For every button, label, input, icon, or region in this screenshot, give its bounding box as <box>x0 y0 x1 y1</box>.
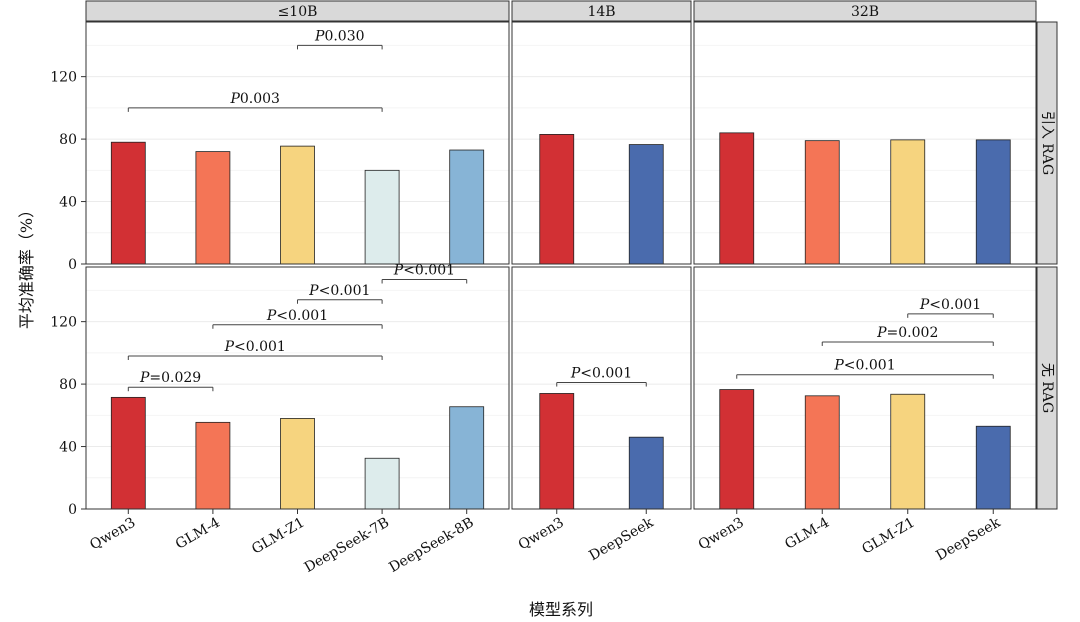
x-tick-label: GLM-4 <box>173 515 223 553</box>
significance-label: P<0.001 <box>308 283 370 299</box>
significance-label: P<0.001 <box>266 308 328 324</box>
significance-label: P<0.001 <box>570 366 632 382</box>
significance-label: P<0.001 <box>833 358 895 374</box>
panel-background <box>512 22 691 264</box>
panel-border <box>693 266 1037 510</box>
y-tick-label: 0 <box>68 257 77 273</box>
y-tick-label: 40 <box>59 440 77 456</box>
bar <box>719 389 755 510</box>
column-strip <box>511 0 692 22</box>
y-tick-label: 120 <box>50 70 77 86</box>
x-tick-label: DeepSeek-8B <box>386 515 476 576</box>
significance-label: P=0.029 <box>139 370 201 386</box>
x-tick-label: Qwen3 <box>516 515 567 554</box>
y-tick-label: 40 <box>59 195 77 211</box>
bar <box>449 149 485 265</box>
column-strip-label: 32B <box>851 4 879 20</box>
panel-border <box>693 21 1037 265</box>
y-tick-label: 0 <box>68 502 77 518</box>
panel-border <box>85 21 510 265</box>
significance-label: P0.030 <box>314 28 365 44</box>
row-strip-label: 引入 RAG <box>1039 111 1055 175</box>
bar <box>804 395 840 510</box>
bar <box>449 406 485 510</box>
bar <box>364 169 400 265</box>
bar <box>804 140 840 265</box>
bar <box>975 425 1011 510</box>
significance-label: P0.003 <box>229 91 280 107</box>
column-strip-label: ≤10B <box>278 4 318 20</box>
bar <box>628 144 664 265</box>
x-tick-label: Qwen3 <box>87 515 138 554</box>
significance-label: P<0.001 <box>224 339 286 355</box>
x-tick-label: Qwen3 <box>696 515 747 554</box>
row-strip-label: 无 RAG <box>1039 363 1055 413</box>
y-axis-title: 平均准确率（%） <box>17 202 36 329</box>
row-strip <box>1036 21 1058 265</box>
x-tick-label: DeepSeek <box>933 514 1003 564</box>
bar <box>539 134 575 265</box>
y-tick-label: 80 <box>59 132 77 148</box>
x-tick-label: GLM-Z1 <box>249 515 307 558</box>
bar <box>195 421 231 510</box>
panel-background <box>512 267 691 509</box>
significance-label: P=0.002 <box>876 325 938 341</box>
x-tick-label: DeepSeek <box>586 514 656 564</box>
bar <box>280 418 315 510</box>
bar <box>719 132 755 265</box>
bar <box>364 457 400 510</box>
bar <box>110 141 146 265</box>
bar <box>539 393 575 510</box>
bar <box>628 436 664 510</box>
bar <box>890 393 926 510</box>
column-strip-label: 14B <box>587 4 615 20</box>
y-tick-label: 80 <box>59 377 77 393</box>
bar <box>195 151 231 265</box>
column-strip <box>85 0 510 22</box>
x-tick-label: GLM-4 <box>782 515 832 553</box>
x-tick-label: GLM-Z1 <box>859 515 917 558</box>
row-strip <box>1036 266 1058 510</box>
panel-border <box>511 266 692 510</box>
panel-border <box>511 21 692 265</box>
significance-label: P<0.001 <box>393 262 455 278</box>
x-axis-title: 模型系列 <box>529 600 593 619</box>
bar <box>280 145 315 265</box>
significance-label: P<0.001 <box>919 297 981 313</box>
x-tick-label: DeepSeek-7B <box>302 515 392 576</box>
bar <box>890 139 926 265</box>
y-tick-label: 120 <box>50 315 77 331</box>
bar <box>110 396 146 510</box>
column-strip <box>693 0 1037 22</box>
bar <box>975 139 1011 265</box>
